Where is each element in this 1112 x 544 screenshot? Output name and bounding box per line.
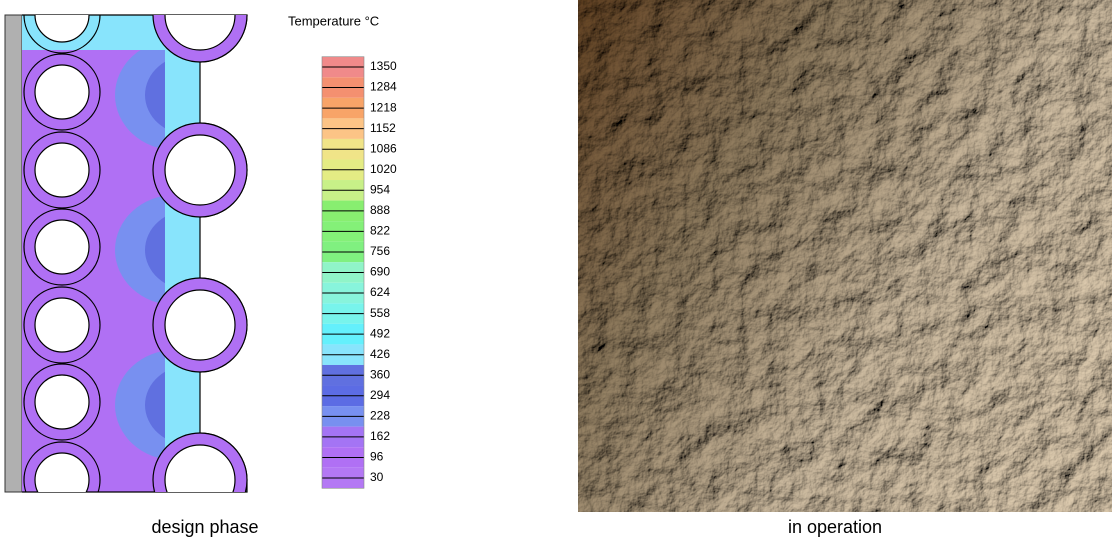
photo [578,0,1112,512]
simulation [5,0,262,527]
legend-label: 426 [370,347,390,361]
legend-label: 690 [370,265,390,279]
legend-label: 888 [370,203,390,217]
legend-label: 1086 [370,141,397,155]
wall [5,15,22,492]
legend-label: 30 [370,470,384,484]
legend-label: 822 [370,224,390,238]
legend-label: 228 [370,409,390,423]
legend-label: 492 [370,326,390,340]
legend-label: 96 [370,450,384,464]
legend-label: 360 [370,367,390,381]
legend-label: 558 [370,306,390,320]
legend-label: 1218 [370,100,397,114]
legend-label: 1350 [370,59,397,73]
caption: design phase [151,517,258,537]
legend-title: Temperature °C [288,13,379,28]
legend-label: 756 [370,244,390,258]
legend-label: 1020 [370,162,397,176]
legend-label: 1284 [370,80,397,94]
legend-label: 294 [370,388,390,402]
legend-label: 1152 [370,121,396,135]
figure: Temperature °C 1350 1284 1218 1152 1086 1020 9… [0,0,1112,544]
legend: 1350 1284 1218 1152 1086 1020 954 888 822 756 690 6… [322,57,397,489]
caption: in operation [788,517,882,537]
legend-label: 954 [370,182,390,196]
legend-label: 162 [370,429,390,443]
legend-label: 624 [370,285,390,299]
